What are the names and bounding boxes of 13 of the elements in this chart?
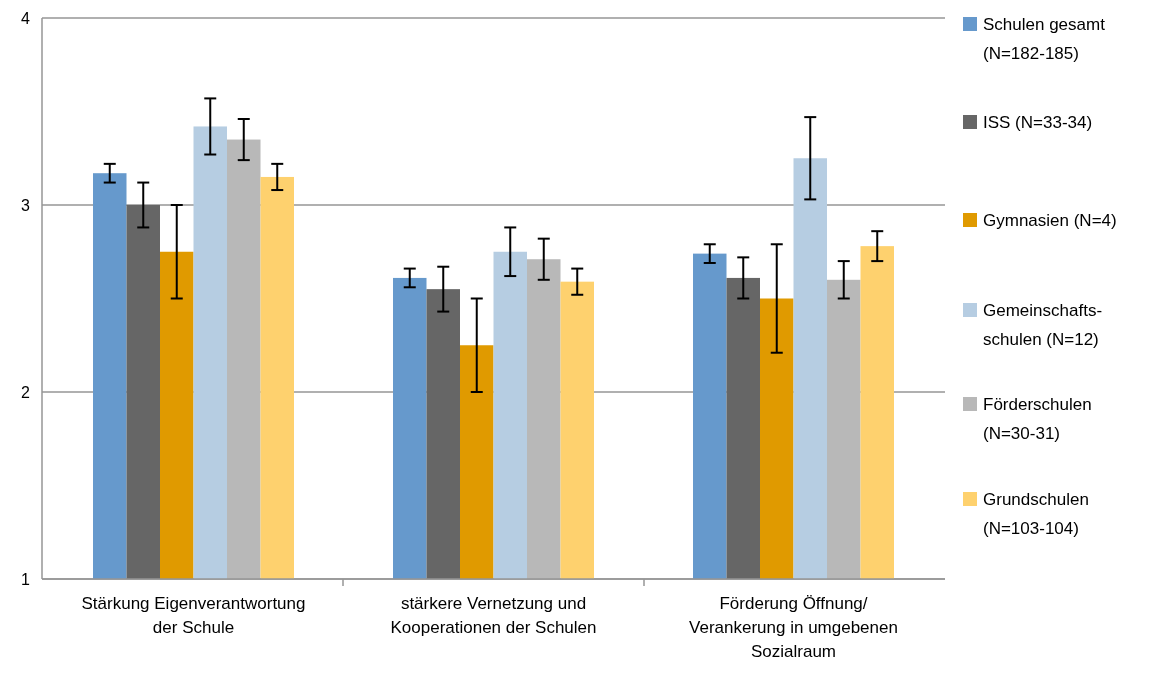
legend-label: ISS (N=33-34) — [983, 113, 1093, 132]
legend-label: Grundschulen (N=103-104) — [983, 490, 1089, 538]
legend-label: Schulen gesamt (N=182-185) — [983, 15, 1106, 63]
y-tick-label: 4 — [21, 9, 31, 27]
y-tick-label: 3 — [21, 196, 31, 214]
x-tick-label: Förderung Öffnung/ Verankerung in umgebenen Sozialraum — [689, 594, 898, 661]
y-tick-label: 2 — [21, 383, 31, 401]
y-tick-label: 1 — [21, 570, 31, 588]
legend-label: Gymnasien (N=4) — [983, 211, 1117, 230]
x-tick-label: Stärkung Eigenverantwortung der Schule — [81, 594, 306, 637]
legend-label: Förderschulen (N=30-31) — [983, 395, 1092, 443]
x-tick-label: stärkere Vernetzung und Kooperationen der Schulen — [390, 594, 597, 637]
legend-label: Gemeinschafts- schulen (N=12) — [983, 301, 1103, 349]
